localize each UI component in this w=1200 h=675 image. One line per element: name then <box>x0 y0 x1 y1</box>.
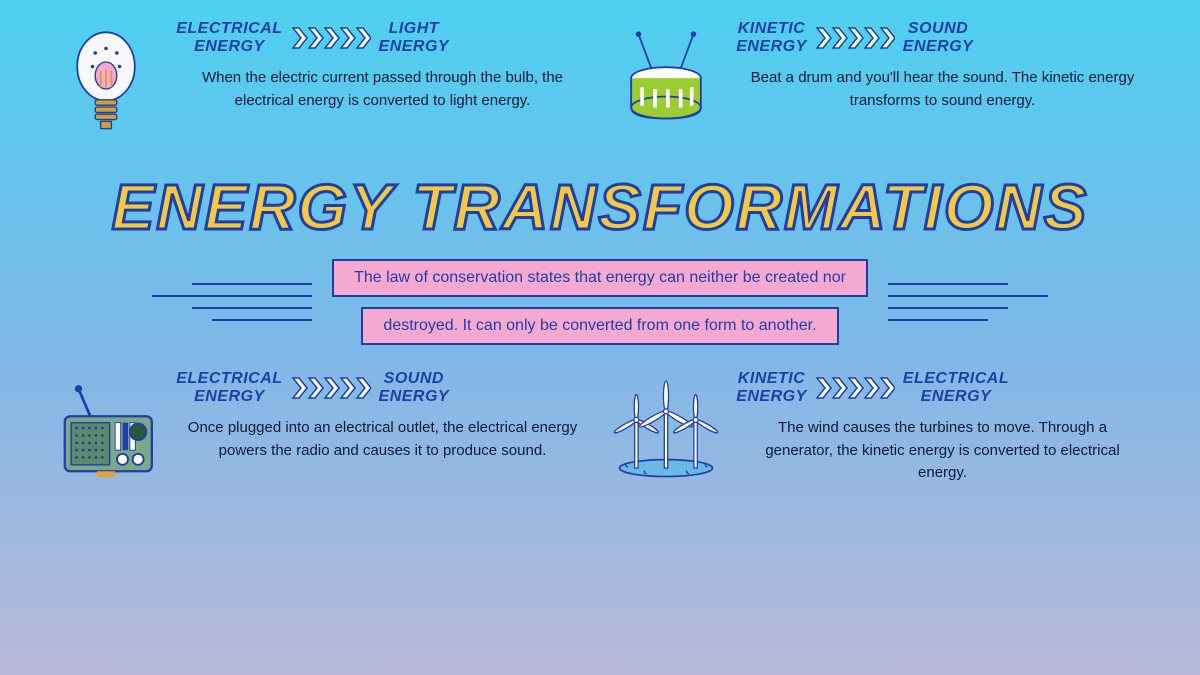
bulb-desc: When the electric current passed through… <box>176 67 589 112</box>
law-section: The law of conservation states that ener… <box>0 259 1200 345</box>
top-row: ELECTRICALENERGY LIGHTENERGY <box>0 0 1200 160</box>
law-boxes: The law of conservation states that ener… <box>332 259 868 345</box>
card-radio: ELECTRICALENERGY SOUNDENERGY <box>51 370 589 490</box>
radio-header: ELECTRICALENERGY SOUNDENERGY <box>176 370 589 405</box>
drum-content: KINETICENERGY SOUNDENERGY <box>736 20 1149 112</box>
chevron-icon <box>815 26 895 50</box>
drum-to: SOUNDENERGY <box>903 20 974 55</box>
radio-content: ELECTRICALENERGY SOUNDENERGY <box>176 370 589 462</box>
drum-from: KINETICENERGY <box>736 20 807 55</box>
radio-desc: Once plugged into an electrical outlet, … <box>176 417 589 462</box>
radio-from: ELECTRICALENERGY <box>176 370 282 405</box>
chevron-icon <box>815 376 895 400</box>
turbine-content: KINETICENERGY ELECTRICALENERGY <box>736 370 1149 485</box>
turbine-icon <box>611 370 721 490</box>
radio-icon <box>51 370 161 490</box>
card-turbine: KINETICENERGY ELECTRICALENERGY <box>611 370 1149 490</box>
drum-desc: Beat a drum and you'll hear the sound. T… <box>736 67 1149 112</box>
card-drum: KINETICENERGY SOUNDENERGY <box>611 20 1149 140</box>
radio-to: SOUNDENERGY <box>379 370 450 405</box>
drum-header: KINETICENERGY SOUNDENERGY <box>736 20 1149 55</box>
law-line-2: destroyed. It can only be converted from… <box>361 307 838 345</box>
bulb-from: ELECTRICALENERGY <box>176 20 282 55</box>
left-lines <box>152 283 312 321</box>
page-title: ENERGY TRANSFORMATIONS <box>0 170 1200 244</box>
turbine-to: ELECTRICALENERGY <box>903 370 1009 405</box>
law-line-1: The law of conservation states that ener… <box>332 259 868 297</box>
bulb-content: ELECTRICALENERGY LIGHTENERGY <box>176 20 589 112</box>
card-bulb: ELECTRICALENERGY LIGHTENERGY <box>51 20 589 140</box>
turbine-header: KINETICENERGY ELECTRICALENERGY <box>736 370 1149 405</box>
drum-icon <box>611 20 721 140</box>
turbine-desc: The wind causes the turbines to move. Th… <box>736 417 1149 485</box>
bulb-header: ELECTRICALENERGY LIGHTENERGY <box>176 20 589 55</box>
chevron-icon <box>291 26 371 50</box>
chevron-icon <box>291 376 371 400</box>
bottom-row: ELECTRICALENERGY SOUNDENERGY <box>0 355 1200 510</box>
bulb-icon <box>51 20 161 140</box>
turbine-from: KINETICENERGY <box>736 370 807 405</box>
right-lines <box>888 283 1048 321</box>
bulb-to: LIGHTENERGY <box>379 20 450 55</box>
